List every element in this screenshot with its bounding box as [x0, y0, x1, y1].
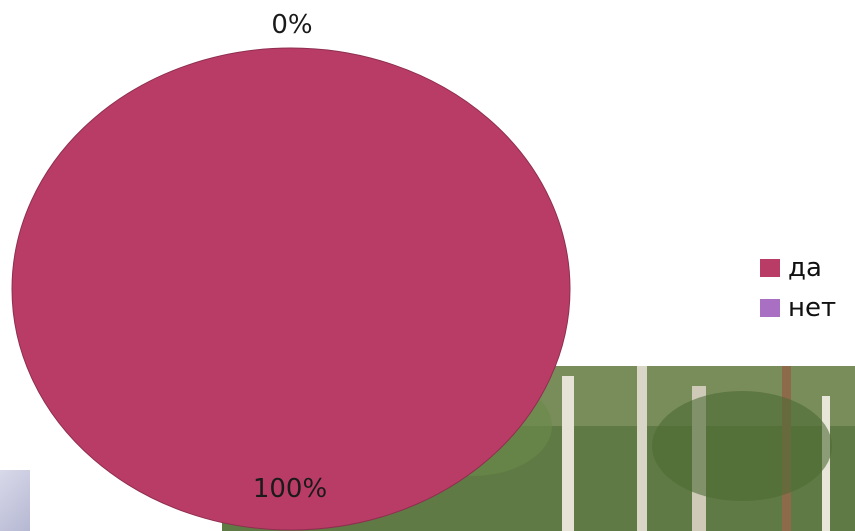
- legend-label-da: да: [788, 253, 822, 283]
- decorative-paper-image: [0, 470, 30, 531]
- pie-slice-da: [11, 47, 571, 531]
- chart-legend: да нет: [760, 248, 836, 328]
- data-label-da: 100%: [252, 474, 328, 504]
- legend-item-net: нет: [760, 288, 836, 328]
- legend-swatch-net: [760, 299, 780, 317]
- data-label-net: 0%: [271, 10, 313, 40]
- legend-item-da: да: [760, 248, 836, 288]
- legend-swatch-da: [760, 259, 780, 277]
- legend-label-net: нет: [788, 293, 837, 323]
